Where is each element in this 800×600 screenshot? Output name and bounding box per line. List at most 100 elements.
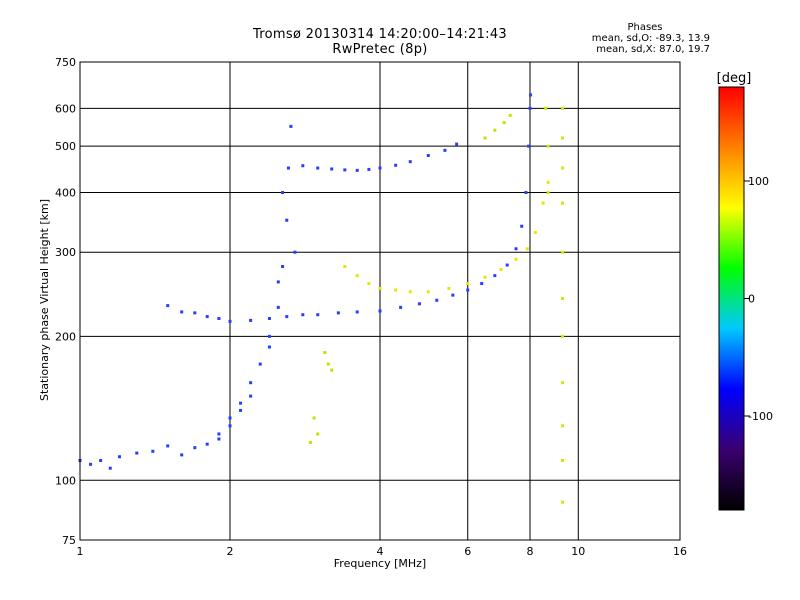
data-point bbox=[267, 345, 271, 349]
stats-line-o: mean, sd,O: -89.3, 13.9 bbox=[591, 33, 710, 44]
data-point bbox=[89, 462, 93, 466]
data-point bbox=[286, 166, 290, 170]
y-tick-label: 200 bbox=[55, 330, 76, 343]
x-tick-label: 10 bbox=[571, 545, 585, 558]
data-point bbox=[267, 316, 271, 320]
chart-title: Tromsø 20130314 14:20:00–14:21:43 RwPret… bbox=[230, 27, 530, 57]
data-point bbox=[502, 121, 506, 125]
data-point bbox=[343, 168, 347, 172]
data-point bbox=[525, 247, 529, 251]
data-point bbox=[399, 305, 403, 309]
data-point bbox=[228, 416, 232, 420]
data-point bbox=[281, 265, 285, 269]
data-point bbox=[505, 263, 509, 267]
data-point bbox=[316, 166, 320, 170]
data-point bbox=[493, 274, 497, 278]
data-point bbox=[285, 315, 289, 319]
data-point bbox=[466, 282, 470, 286]
data-point bbox=[508, 113, 512, 117]
data-point bbox=[258, 362, 262, 366]
x-tick-label: 2 bbox=[227, 545, 234, 558]
data-point bbox=[180, 310, 184, 314]
data-point bbox=[326, 362, 330, 366]
data-point bbox=[561, 166, 565, 170]
data-point bbox=[514, 247, 518, 251]
y-tick-label: 400 bbox=[55, 186, 76, 199]
colorbar-label: [deg] bbox=[717, 71, 752, 86]
colorbar-tick-label: 100 bbox=[748, 175, 769, 188]
colorbar-ticks: 100 0 -100 bbox=[744, 175, 773, 423]
y-tick-label: 75 bbox=[62, 534, 76, 547]
data-point bbox=[355, 274, 359, 278]
data-point bbox=[367, 167, 371, 171]
title-line-2: RwPretec (8p) bbox=[332, 42, 428, 57]
data-point bbox=[466, 288, 470, 292]
y-tick-labels: 75 100 200 300 400 500 600 750 bbox=[55, 56, 76, 547]
data-point bbox=[308, 440, 312, 444]
data-point bbox=[561, 297, 565, 301]
stats-line-x: mean, sd,X: 87.0, 19.7 bbox=[596, 44, 710, 55]
data-point bbox=[166, 444, 170, 448]
data-point bbox=[561, 381, 565, 385]
data-point bbox=[228, 319, 232, 323]
y-tick-label: 750 bbox=[55, 56, 76, 69]
data-point bbox=[561, 458, 565, 462]
data-point bbox=[180, 453, 184, 457]
data-point bbox=[281, 190, 285, 194]
data-point bbox=[524, 190, 528, 194]
data-point bbox=[378, 286, 382, 290]
data-point bbox=[276, 305, 280, 309]
data-point bbox=[480, 282, 484, 286]
data-point bbox=[205, 442, 209, 446]
data-point bbox=[527, 144, 531, 148]
data-point bbox=[561, 136, 565, 140]
data-point bbox=[499, 268, 503, 272]
title-line-1: Tromsø 20130314 14:20:00–14:21:43 bbox=[252, 27, 508, 42]
data-point bbox=[193, 311, 197, 315]
data-point bbox=[443, 148, 447, 152]
data-point bbox=[343, 265, 347, 269]
data-point bbox=[483, 136, 487, 140]
data-point bbox=[166, 304, 170, 308]
data-point bbox=[514, 257, 518, 261]
data-point bbox=[541, 201, 545, 205]
colorbar-tick-label: 0 bbox=[748, 293, 755, 306]
data-point bbox=[483, 275, 487, 279]
data-point bbox=[249, 394, 253, 398]
data-point bbox=[193, 446, 197, 450]
data-point bbox=[447, 286, 451, 290]
data-point bbox=[217, 437, 221, 441]
data-point bbox=[546, 190, 550, 194]
data-point bbox=[316, 432, 320, 436]
data-points bbox=[78, 93, 565, 504]
y-axis-label: Stationary phase Virtual Height [km] bbox=[38, 199, 51, 401]
y-tick-label: 500 bbox=[55, 140, 76, 153]
data-point bbox=[276, 280, 280, 284]
grid bbox=[80, 62, 680, 540]
data-point bbox=[151, 449, 155, 453]
data-point bbox=[367, 282, 371, 286]
x-axis-label: Frequency [MHz] bbox=[334, 557, 426, 570]
data-point bbox=[217, 432, 221, 436]
data-point bbox=[451, 293, 455, 297]
plot-frame bbox=[79, 61, 681, 541]
data-point bbox=[285, 218, 289, 222]
data-point bbox=[561, 250, 565, 254]
data-point bbox=[301, 313, 305, 317]
x-tick-label: 1 bbox=[77, 545, 84, 558]
data-point bbox=[267, 334, 271, 338]
data-point bbox=[561, 201, 565, 205]
data-point bbox=[378, 166, 382, 170]
data-point bbox=[520, 224, 524, 228]
data-point bbox=[330, 167, 334, 171]
phase-stats: Phases mean, sd,O: -89.3, 13.9 mean, sd,… bbox=[490, 22, 710, 55]
stats-heading: Phases bbox=[627, 22, 663, 33]
data-point bbox=[408, 290, 412, 294]
y-tick-label: 100 bbox=[55, 474, 76, 487]
data-point bbox=[301, 164, 305, 168]
data-point bbox=[135, 451, 139, 455]
data-point bbox=[239, 408, 243, 412]
data-point bbox=[426, 154, 430, 158]
y-tick-label: 600 bbox=[55, 102, 76, 115]
